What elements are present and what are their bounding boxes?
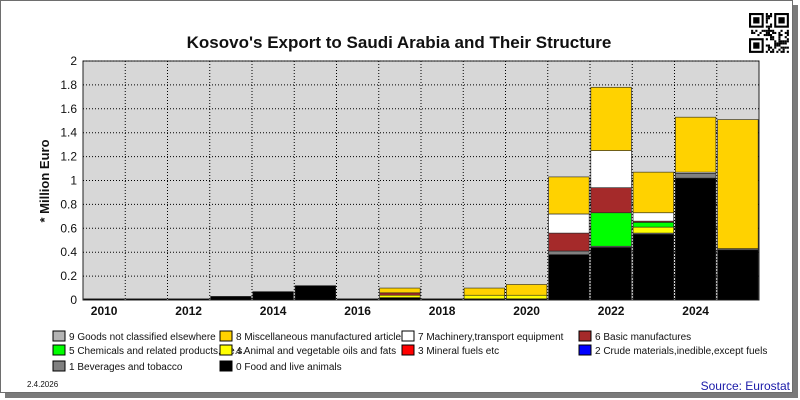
legend-swatch [219, 360, 233, 372]
legend-swatch [52, 330, 66, 342]
y-tick-label: 1 [70, 174, 77, 188]
bar-segment [294, 285, 336, 301]
chart-frame: Kosovo's Export to Saudi Arabia and Thei… [0, 0, 793, 393]
bar-segment [337, 298, 379, 301]
legend-label: 2 Crude materials,inedible,except fuels [595, 346, 767, 357]
bar-segment [548, 254, 590, 301]
y-axis-label: * Million Euro [37, 139, 52, 222]
bar-segment [590, 86, 632, 151]
bar-segment [632, 171, 674, 214]
bar-segment [632, 226, 674, 234]
legend-label: 4 Animal and vegetable oils and fats [236, 346, 396, 357]
legend-swatch [52, 360, 66, 372]
chart-canvas: Kosovo's Export to Saudi Arabia and Thei… [27, 12, 791, 393]
y-tick-label: 1.8 [60, 78, 77, 92]
x-tick-label: 2024 [682, 304, 709, 318]
legend-label: 7 Machinery,transport equipment [418, 332, 564, 343]
bar-segment [675, 177, 717, 301]
legend-label: 6 Basic manufactures [595, 332, 691, 343]
x-tick-label: 2022 [598, 304, 625, 318]
bar-stacks [83, 86, 759, 301]
y-tick-label: 0 [70, 293, 77, 307]
legend: 9 Goods not classified elsewhere 8 Miscel… [52, 330, 767, 373]
bar-segment [379, 287, 421, 294]
y-tick-label: 0.6 [60, 221, 77, 235]
x-tick-label: 2016 [344, 304, 371, 318]
bar-segment [379, 292, 421, 296]
x-axis-ticks: 2010 2012 2014 2016 2018 2020 2022 2024 [91, 304, 710, 318]
bar-segment [168, 298, 210, 301]
y-tick-label: 0.4 [60, 245, 77, 259]
bar-segment [548, 232, 590, 252]
legend-label: 1 Beverages and tobacco [69, 362, 183, 373]
y-tick-label: 2 [70, 54, 77, 68]
legend-swatch [401, 344, 415, 356]
y-axis-ticks: 0 0.2 0.4 0.6 0.8 1 1.2 1.4 1.6 1.8 2 [60, 54, 77, 307]
bar-segment [463, 287, 505, 296]
y-tick-label: 1.2 [60, 150, 77, 164]
bar-segment [506, 284, 548, 296]
qr-code-icon [748, 12, 790, 54]
y-tick-label: 0.8 [60, 197, 77, 211]
legend-label: 5 Chemicals and related products,n.e.s. [69, 346, 245, 357]
bar-segment [675, 116, 717, 173]
legend-swatch [219, 330, 233, 342]
legend-swatch [401, 330, 415, 342]
bar-segment [590, 187, 632, 214]
x-tick-label: 2018 [429, 304, 456, 318]
bar-segment [379, 297, 421, 301]
bar-segment [675, 173, 717, 179]
bar-segment [548, 250, 590, 255]
date-stamp: 2.4.2026 [27, 380, 59, 389]
bar-segment [717, 249, 759, 301]
bar-segment [590, 247, 632, 301]
legend-label: 9 Goods not classified elsewhere [69, 332, 216, 343]
x-tick-label: 2012 [175, 304, 202, 318]
legend-label: 0 Food and live animals [236, 362, 342, 373]
bar-segment [506, 294, 548, 300]
x-tick-label: 2010 [91, 304, 118, 318]
legend-swatch [578, 330, 592, 342]
x-tick-label: 2014 [260, 304, 287, 318]
legend-label: 3 Mineral fuels etc [418, 346, 499, 357]
bar-segment [632, 222, 674, 228]
bar-segment [125, 298, 167, 301]
bar-segment [548, 176, 590, 215]
source-note: Source: Eurostat [701, 379, 791, 393]
bar-segment [83, 298, 125, 301]
y-tick-label: 0.2 [60, 269, 77, 283]
bar-segment [632, 233, 674, 301]
bar-segment [590, 150, 632, 188]
bar-segment [632, 212, 674, 222]
legend-swatch [52, 344, 66, 356]
bar-segment [590, 212, 632, 247]
y-tick-label: 1.6 [60, 102, 77, 116]
bar-segment [379, 294, 421, 298]
legend-label: 8 Miscellaneous manufactured articles [236, 332, 406, 343]
y-tick-label: 1.4 [60, 126, 77, 140]
bar-segment [210, 296, 252, 301]
legend-swatch [578, 344, 592, 356]
grid-lines [83, 60, 759, 300]
bar-segment [463, 294, 505, 300]
x-tick-label: 2020 [513, 304, 540, 318]
bar-segment [717, 119, 759, 249]
bar-segment [421, 298, 463, 301]
legend-swatch [219, 344, 233, 356]
bar-segment [252, 291, 294, 301]
bar-segment [548, 213, 590, 234]
chart-title: Kosovo's Export to Saudi Arabia and Thei… [187, 33, 612, 52]
